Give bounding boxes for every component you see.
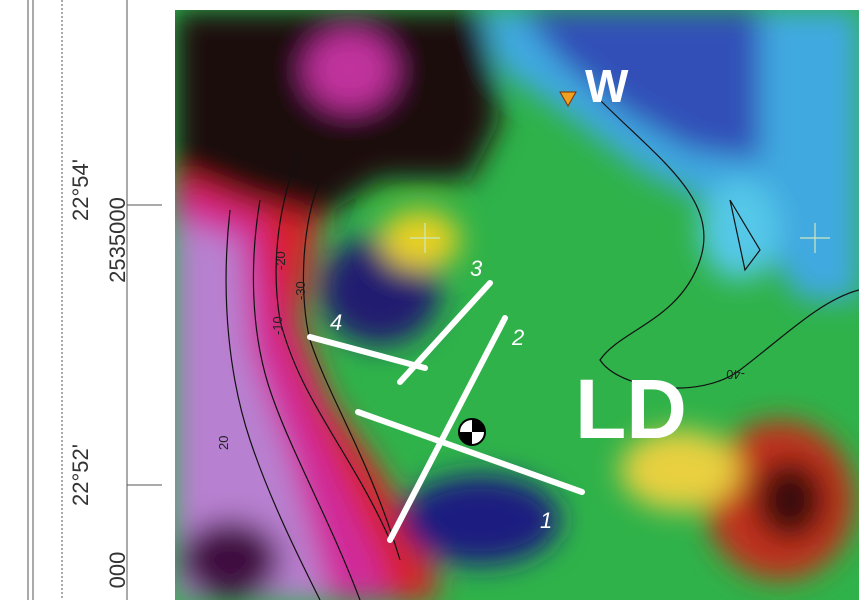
well-symbol	[459, 419, 485, 445]
area-label: LD	[575, 362, 687, 456]
profile-label: 1	[540, 508, 552, 533]
contour-label: -20	[273, 251, 288, 270]
anomaly-map: -20 -30 -10 20 -40 1 2 3 4 W LD	[175, 10, 859, 600]
contour-label: -30	[293, 281, 308, 300]
northing-label: 000	[105, 552, 130, 589]
profile-label: 3	[470, 256, 483, 281]
latitude-label: 22°54'	[68, 159, 93, 221]
contour-label: 20	[216, 436, 231, 450]
map-figure: 22°54' 2535000 22°52' 000	[0, 0, 859, 600]
northing-label: 2535000	[105, 197, 130, 283]
contour-label: -10	[270, 316, 285, 335]
site-label: W	[585, 60, 629, 112]
frame	[28, 0, 162, 600]
profile-label: 2	[511, 325, 524, 350]
latitude-label: 22°52'	[68, 444, 93, 506]
contour-label: -40	[726, 367, 745, 382]
profile-label: 4	[330, 310, 342, 335]
